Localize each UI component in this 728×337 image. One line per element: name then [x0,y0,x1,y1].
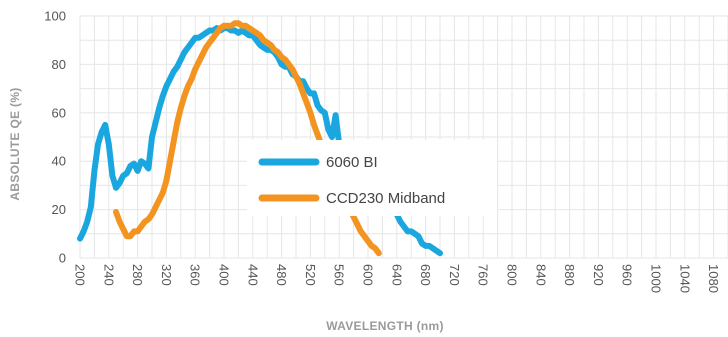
x-tick-label: 360 [188,264,203,286]
x-tick-label: 320 [159,264,174,286]
x-tick-label: 280 [130,264,145,286]
x-tick-label: 1080 [706,264,721,293]
x-tick-label: 880 [562,264,577,286]
legend: 6060 BI CCD230 Midband [247,140,497,216]
x-tick-label: 440 [245,264,260,286]
legend-box [247,140,497,216]
y-axis-ticks: 0 20 40 60 80 100 [44,9,66,266]
x-tick-label: 800 [505,264,520,286]
y-tick-label: 100 [44,9,66,24]
x-tick-label: 840 [533,264,548,286]
x-tick-label: 520 [303,264,318,286]
y-axis-title: ABSOLUTE QE (%) [8,87,22,200]
x-tick-label: 1040 [677,264,692,293]
series-lines [77,20,443,257]
legend-label-6060-bi: 6060 BI [326,154,378,171]
x-tick-label: 640 [389,264,404,286]
x-tick-label: 720 [447,264,462,286]
x-tick-label: 560 [332,264,347,286]
x-axis-ticks: 200 240 280 320 360 400 440 480 520 560 600 640 680 7… [73,264,722,293]
x-tick-label: 1000 [649,264,664,293]
y-tick-label: 40 [52,154,66,169]
x-tick-label: 480 [274,264,289,286]
y-tick-label: 80 [52,57,66,72]
x-tick-label: 200 [73,264,88,286]
y-tick-label: 20 [52,202,66,217]
y-tick-label: 0 [59,251,66,266]
x-axis-title: WAVELENGTH (nm) [326,319,444,333]
x-tick-label: 960 [620,264,635,286]
x-tick-label: 600 [361,264,376,286]
x-tick-label: 240 [101,264,116,286]
x-tick-label: 400 [217,264,232,286]
legend-label-ccd230: CCD230 Midband [326,190,445,207]
y-tick-label: 60 [52,105,66,120]
x-tick-label: 920 [591,264,606,286]
x-tick-label: 760 [476,264,491,286]
x-tick-label: 680 [418,264,433,286]
